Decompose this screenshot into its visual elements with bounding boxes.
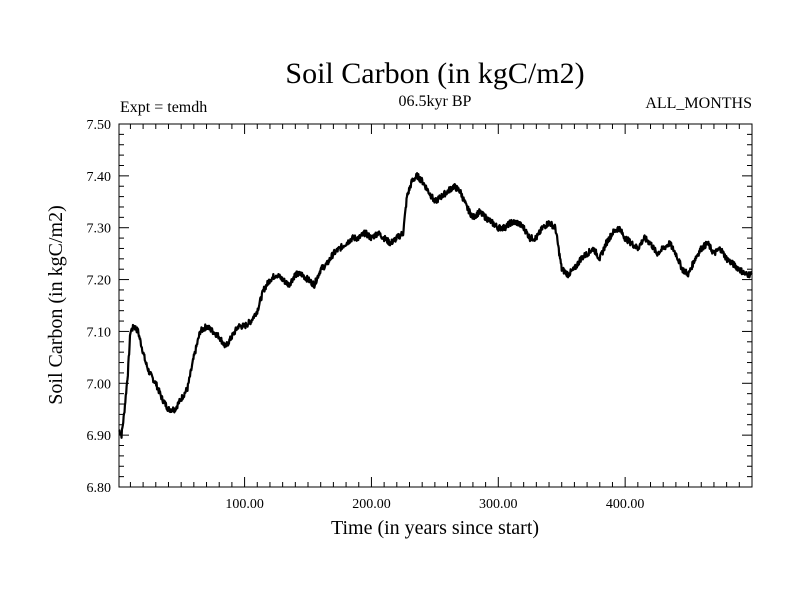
y-tick-label: 6.90 — [87, 429, 112, 444]
months-label: ALL_MONTHS — [645, 95, 752, 112]
plot-frame — [118, 123, 753, 488]
y-tick-label: 7.20 — [87, 274, 112, 289]
y-tick-label: 7.10 — [87, 325, 112, 340]
y-axis-label: Soil Carbon (in kgC/m2) — [45, 205, 67, 404]
y-tick-label: 7.30 — [87, 222, 112, 237]
y-tick-label: 6.80 — [87, 481, 112, 496]
y-tick-label: 7.40 — [87, 170, 112, 185]
x-tick-label: 400.00 — [606, 497, 645, 512]
x-tick-label: 300.00 — [479, 497, 518, 512]
x-tick-label: 100.00 — [225, 497, 264, 512]
chart-title: Soil Carbon (in kgC/m2) — [285, 57, 584, 90]
x-axis-label: Time (in years since start) — [331, 517, 539, 539]
y-tick-label: 7.00 — [87, 377, 112, 392]
x-tick-label: 200.00 — [352, 497, 391, 512]
soil-carbon-series-line — [118, 172, 753, 439]
y-tick-label: 7.50 — [87, 118, 112, 133]
experiment-label: Expt = temdh — [120, 99, 207, 116]
plot-area: 6.80 6.90 7.00 7.10 7.20 7.30 7.40 7.50 100.00 20… — [87, 118, 753, 512]
period-label: 06.5kyr BP — [399, 93, 472, 110]
